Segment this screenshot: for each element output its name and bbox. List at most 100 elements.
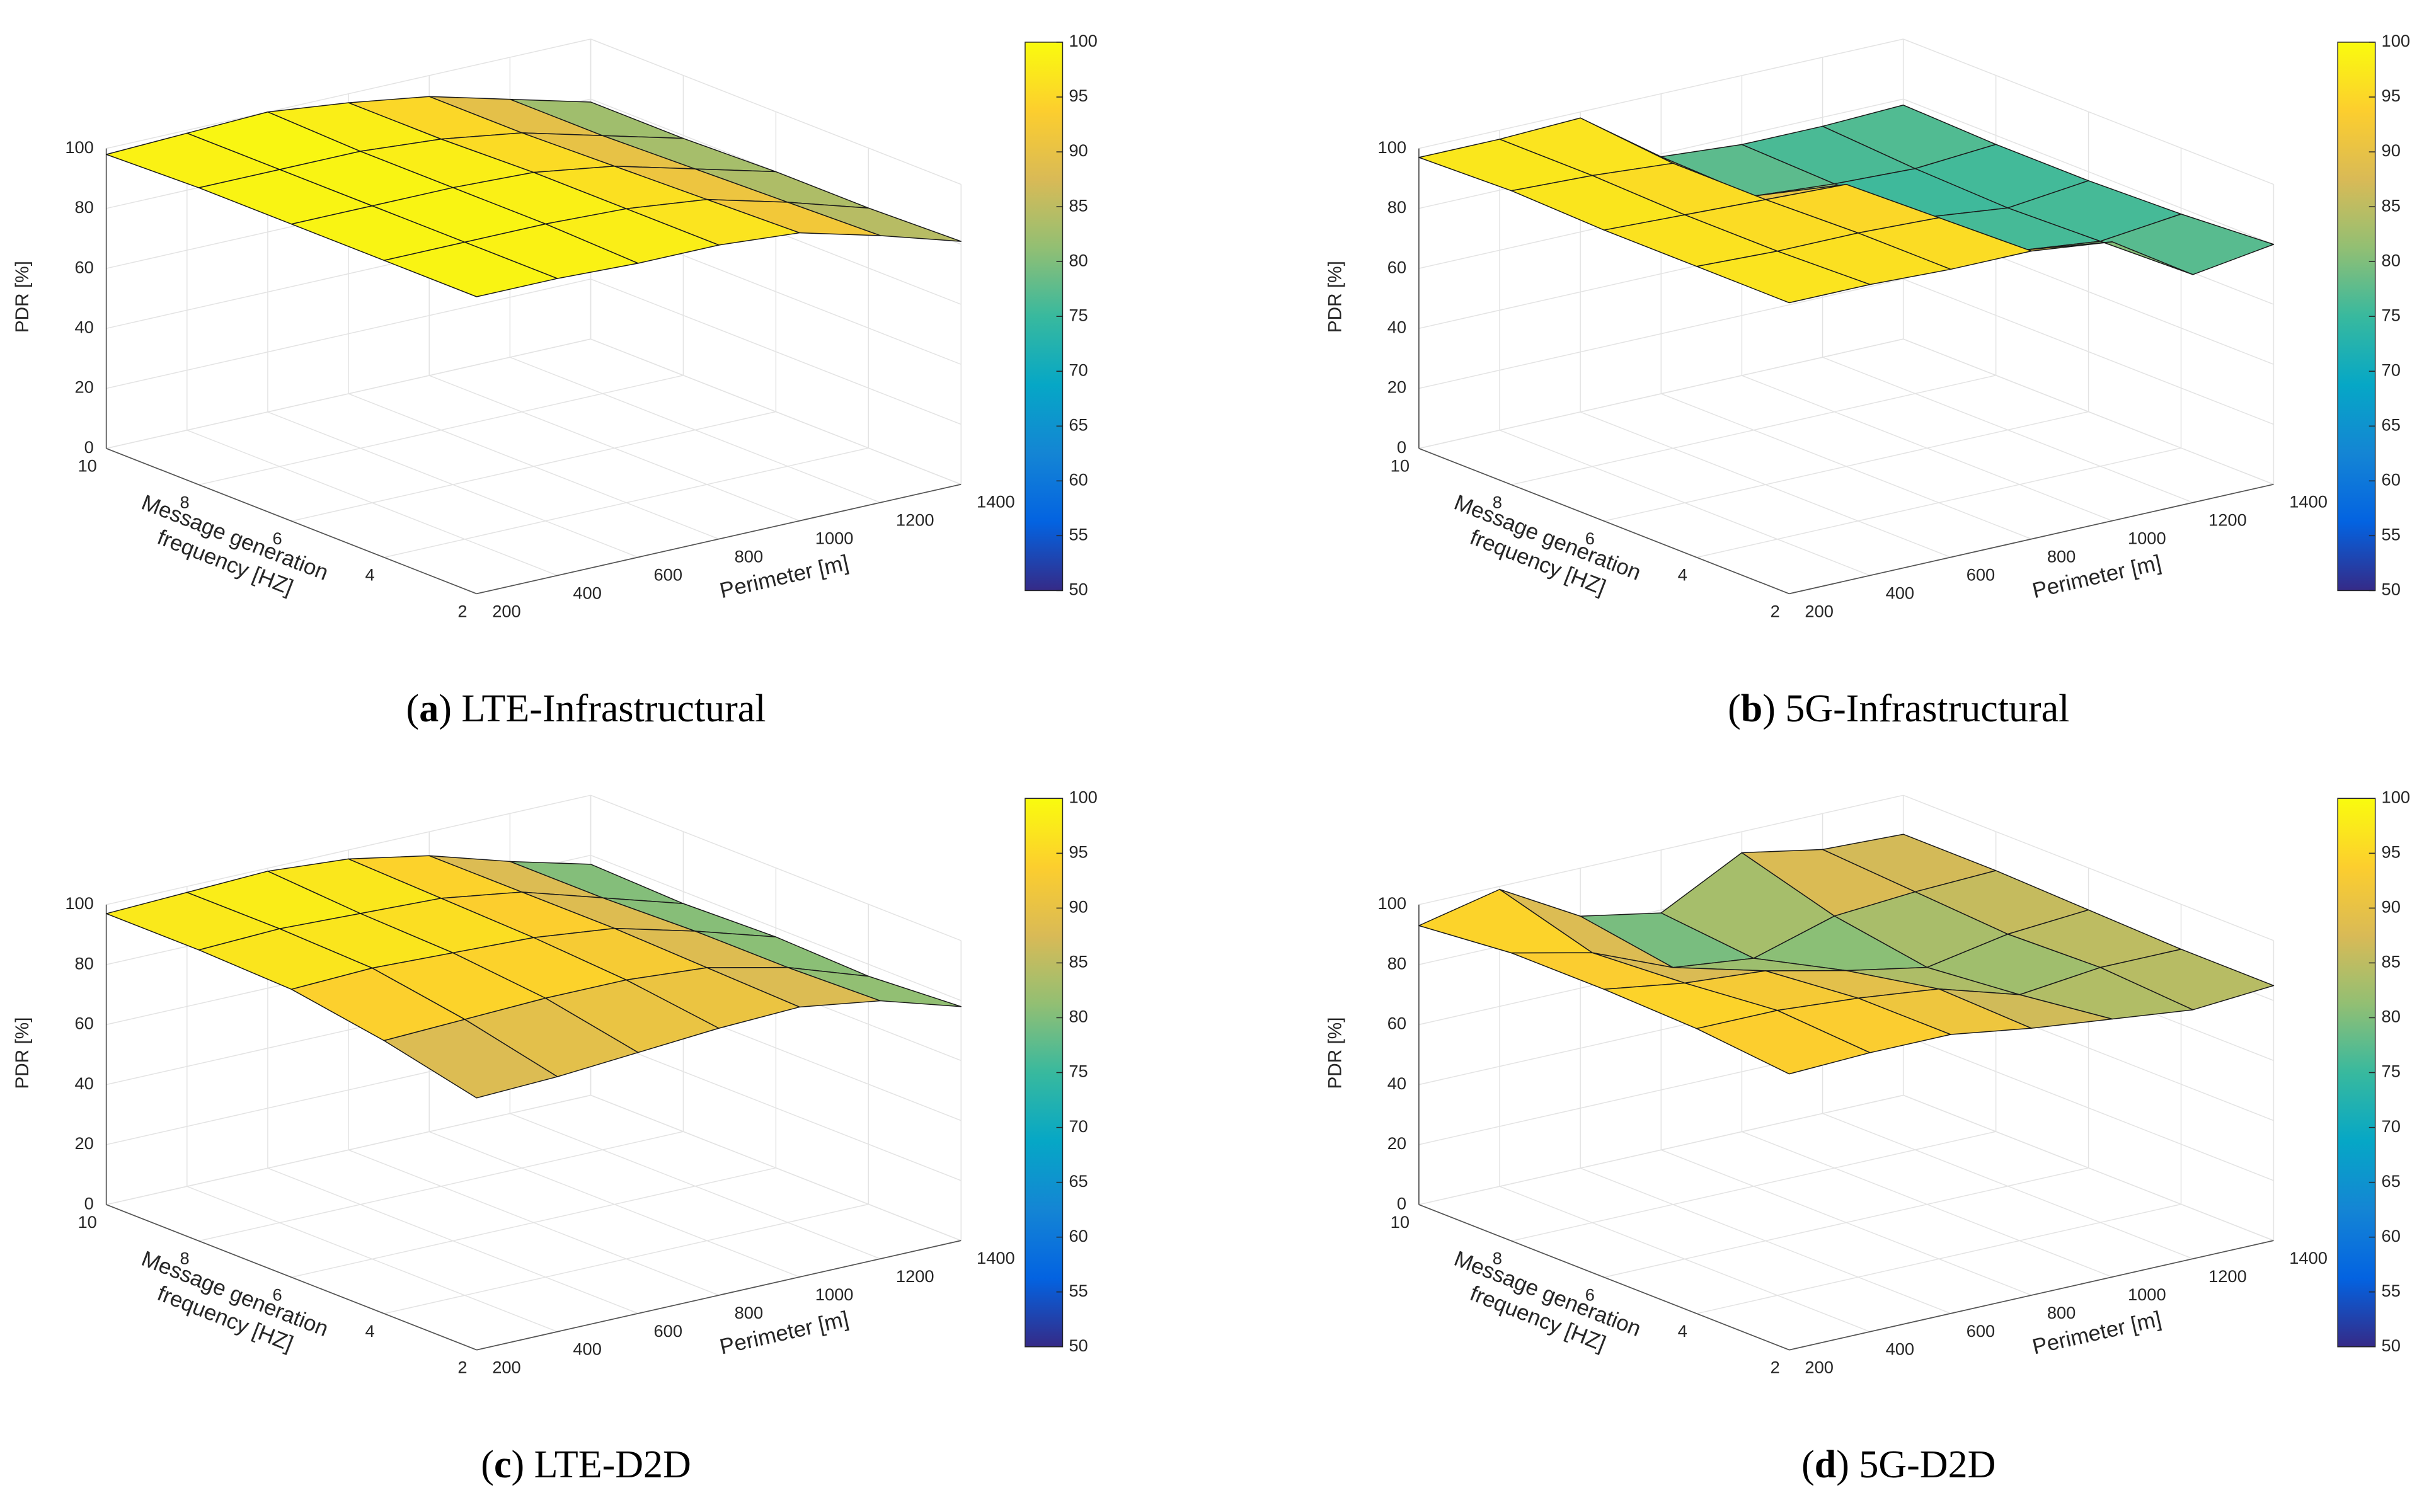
y-tick-label: 2 [1771,601,1780,621]
x-tick-label: 1200 [2208,510,2247,530]
x-tick-label: 600 [654,564,683,584]
colorbar-tick-label: 80 [1069,1007,1088,1026]
wall-grid-line [1418,794,1904,905]
colorbar-tick-label: 60 [1069,470,1088,490]
z-tick-label: 100 [65,893,94,913]
colorbar-tick-label: 100 [1069,787,1098,806]
floor-grid-line [1696,447,2181,558]
z-tick-label: 20 [75,1133,94,1153]
x-tick-label: 1200 [2208,1266,2247,1286]
y-tick-label: 10 [78,456,96,476]
caption-part: ( [1801,1443,1815,1486]
wall-grid-line [590,1094,962,1241]
colorbar-tick-label: 95 [1069,842,1088,862]
x-tick-label: 1400 [2289,1248,2328,1268]
x-tick-label: 200 [1805,1358,1834,1377]
y-axis-line [106,447,477,595]
z-tick-label: 60 [75,1014,94,1033]
y-tick-label: 8 [1493,1249,1502,1268]
floor-grid-line [384,447,869,558]
surface-patch [1696,1010,1871,1075]
wall-grid-line [1903,1094,2274,1241]
x-tick-label: 400 [573,583,602,602]
x-axis-line [1789,483,2274,595]
y-tick-label: 10 [78,1212,96,1232]
wall-grid-line [1903,278,2274,425]
colorbar-tick-label: 70 [2382,1116,2401,1136]
y-tick-label: 10 [1391,1212,1410,1232]
z-tick-label: 0 [84,1193,94,1213]
floor-grid-line [291,411,776,522]
floor-grid-line [1604,411,2089,522]
z-tick-label: 100 [65,137,94,157]
y-tick-label: 8 [180,1249,190,1268]
x-tick-label: 400 [1886,583,1914,602]
caption-part: ( [481,1443,494,1486]
x-axis-line [1789,1240,2274,1351]
z-tick-label: 60 [1387,257,1406,277]
floor-grid-line [384,1203,869,1314]
z-tick-label: 40 [1387,318,1406,337]
caption-part: ) LTE-D2D [511,1443,691,1486]
x-tick-label: 800 [735,1303,764,1322]
x-tick-label: 400 [1886,1339,1914,1359]
x-tick-label: 200 [492,1358,521,1377]
y-axis-title: Message generationfrequency [HZ] [129,1247,331,1366]
y-tick-label: 2 [457,601,467,621]
wall-grid-line [1418,278,1904,389]
caption-part: ) 5G-Infrastructural [1762,687,2069,730]
z-tick-label: 0 [1397,1193,1406,1213]
wall-grid-line [1903,1034,2274,1181]
z-tick-label: 60 [1387,1014,1406,1033]
floor-grid-line [1696,1203,2181,1314]
y-tick-label: 8 [1493,492,1502,512]
wall-grid-line [1903,338,2274,485]
colorbar-tick-label: 50 [1069,580,1088,599]
caption-part: d [1815,1443,1836,1486]
z-tick-label: 80 [75,953,94,973]
floor-grid-line [198,375,684,486]
colorbar-tick-label: 75 [1069,305,1088,324]
surface-patch [383,241,558,297]
y-axis-title: Message generationfrequency [HZ] [1441,1247,1644,1366]
y-tick-label: 10 [1391,456,1410,476]
y-tick-label: 6 [273,1285,282,1304]
x-tick-label: 800 [2047,1303,2076,1322]
y-axis-line [1418,1204,1789,1351]
caption: (a) LTE-Infrastructural [406,687,766,730]
colorbar-tick-label: 95 [1069,86,1088,105]
caption-part: ( [406,687,420,730]
colorbar-tick-label: 60 [2382,1226,2401,1246]
x-tick-label: 1000 [815,1285,854,1304]
colorbar-tick-label: 50 [1069,1336,1088,1355]
y-tick-label: 4 [1678,1321,1687,1341]
x-axis-line [476,483,962,595]
z-tick-label: 20 [1387,377,1406,397]
wall-grid-line [106,794,591,905]
caption: (c) LTE-D2D [481,1443,691,1486]
colorbar-tick-label: 55 [2382,1281,2401,1300]
wall-grid-line [590,278,962,425]
colorbar-tick-label: 85 [1069,195,1088,215]
y-tick-label: 8 [180,492,190,512]
colorbar-tick-label: 60 [1069,1226,1088,1246]
colorbar-tick-label: 55 [2382,525,2401,544]
floor-grid-line [1511,1131,1996,1242]
z-axis-title: PDR [%] [12,261,33,333]
z-tick-label: 80 [1387,197,1406,217]
wall-grid-line [106,38,591,149]
x-tick-label: 800 [2047,547,2076,566]
wall-grid-line [1418,38,1904,149]
z-tick-label: 40 [1387,1074,1406,1093]
y-tick-label: 4 [365,1321,374,1341]
colorbar-tick-label: 85 [2382,195,2401,215]
z-tick-label: 20 [1387,1133,1406,1153]
wall-grid-line [590,854,962,1001]
wall-grid-line [590,38,962,185]
y-tick-label: 6 [1585,529,1595,548]
z-tick-label: 80 [1387,953,1406,973]
x-tick-label: 1400 [2289,492,2328,512]
y-tick-label: 6 [273,529,282,548]
